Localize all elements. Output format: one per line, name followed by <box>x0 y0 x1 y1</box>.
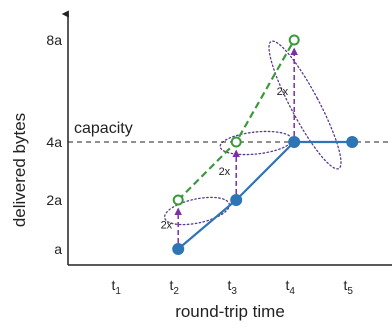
y-tick-labels: a 2a 4a 8a <box>46 32 62 257</box>
y-axis-title: delivered bytes <box>10 113 29 227</box>
x-axis-title: round-trip time <box>175 302 285 321</box>
open-point <box>288 34 300 46</box>
x-tick-labels: t1 t2 t3 t4 t5 <box>111 277 353 297</box>
doubling-label: 2x <box>219 166 231 178</box>
open-point <box>172 194 184 206</box>
delivered-line <box>177 140 353 250</box>
x-tick-label: t4 <box>285 277 295 297</box>
filled-point <box>230 194 243 206</box>
x-tick-label: t2 <box>169 277 179 297</box>
y-tick-label: a <box>54 241 62 257</box>
y-tick-label: 4a <box>46 134 62 150</box>
grouping-ellipse <box>268 40 342 170</box>
y-tick-label: 2a <box>46 192 62 208</box>
doubling-label: 2x <box>161 220 173 232</box>
series-lines <box>177 39 353 250</box>
series-points <box>172 34 359 255</box>
doubling-arrows: 2x 2x 2x <box>161 47 298 243</box>
capacity-label: capacity <box>74 120 133 137</box>
doubling-label: 2x <box>277 86 289 98</box>
grouping-ellipses <box>163 40 342 226</box>
x-tick-label: t5 <box>343 277 353 297</box>
open-point <box>230 136 242 148</box>
x-tick-label: t3 <box>227 277 237 297</box>
filled-point <box>172 243 185 255</box>
filled-point <box>346 136 359 148</box>
grouping-ellipse <box>163 196 231 226</box>
y-tick-label: 8a <box>46 32 62 48</box>
x-tick-label: t1 <box>111 277 121 297</box>
filled-point <box>288 136 301 148</box>
